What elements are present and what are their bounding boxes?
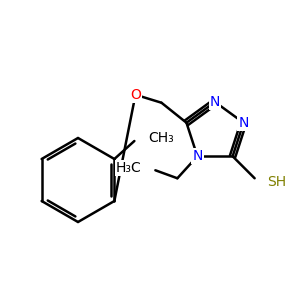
Text: O: O	[130, 88, 141, 102]
Text: SH: SH	[267, 175, 286, 189]
Text: H₃C: H₃C	[116, 161, 141, 175]
Text: N: N	[238, 116, 249, 130]
Text: N: N	[192, 149, 203, 163]
Text: N: N	[210, 95, 220, 109]
Text: CH₃: CH₃	[148, 131, 174, 145]
